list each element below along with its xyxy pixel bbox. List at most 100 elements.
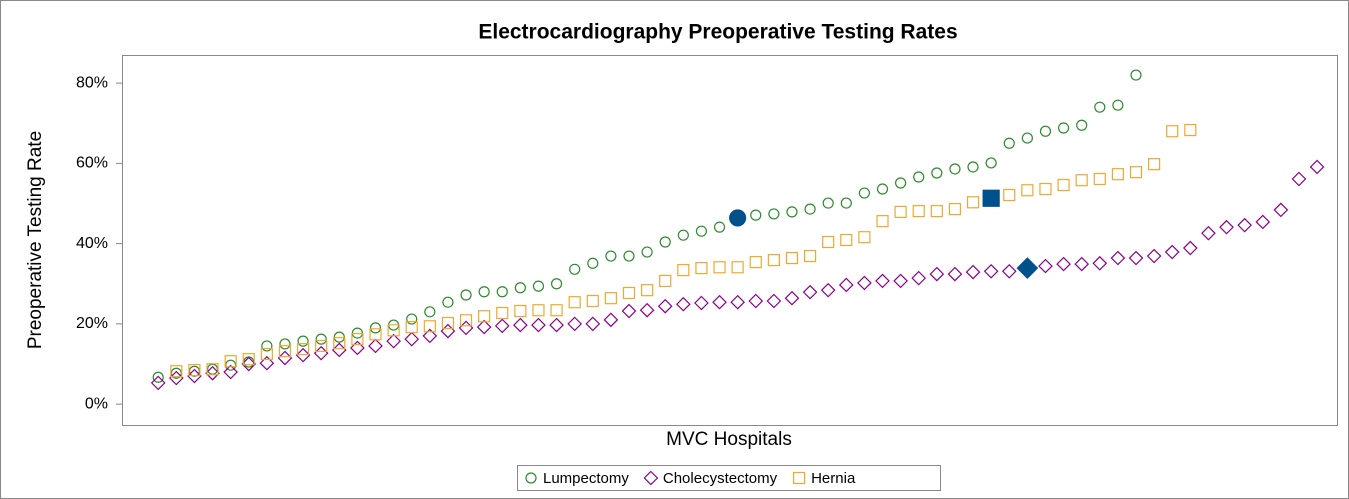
point	[297, 335, 309, 347]
point	[422, 328, 438, 344]
point	[912, 205, 925, 218]
point	[404, 331, 420, 347]
point	[549, 317, 564, 333]
point	[750, 209, 762, 221]
point	[966, 196, 980, 209]
point	[1021, 184, 1034, 197]
point	[930, 205, 943, 218]
point	[713, 221, 726, 233]
point	[513, 317, 528, 333]
point	[496, 306, 509, 320]
point	[911, 270, 927, 286]
point	[333, 337, 346, 350]
point	[1003, 137, 1015, 149]
point	[587, 257, 599, 269]
point	[623, 250, 635, 262]
point	[1309, 159, 1325, 175]
point	[838, 277, 854, 293]
point	[659, 236, 671, 248]
point	[641, 284, 654, 297]
point	[405, 320, 418, 334]
point	[948, 202, 962, 216]
legend-label: Cholecystectomy	[663, 470, 778, 487]
point	[550, 278, 563, 290]
point	[531, 317, 546, 333]
point	[639, 302, 655, 318]
point	[1237, 217, 1252, 233]
point	[1182, 240, 1198, 256]
point	[822, 235, 835, 249]
point	[261, 340, 273, 352]
point	[931, 167, 943, 179]
point	[386, 333, 401, 349]
point	[768, 208, 780, 220]
point	[150, 375, 166, 391]
legend-marker	[792, 471, 806, 485]
x-axis-label: MVC Hospitals	[666, 429, 792, 450]
point	[423, 320, 436, 333]
point	[1201, 225, 1216, 241]
point	[822, 197, 834, 209]
y-tick-label: 40%	[76, 235, 108, 252]
plot-area	[122, 55, 1338, 426]
point	[369, 328, 382, 341]
point	[259, 355, 275, 371]
point	[876, 215, 889, 228]
point	[605, 250, 617, 262]
highlight-point	[982, 189, 1000, 207]
point	[1164, 244, 1180, 260]
legend-label: Hernia	[811, 470, 856, 487]
point	[476, 319, 492, 335]
point	[840, 197, 852, 209]
point	[206, 363, 219, 376]
point	[767, 253, 780, 267]
y-tick-label: 0%	[85, 395, 108, 412]
legend-label: Lumpectomy	[543, 470, 629, 487]
point	[278, 345, 292, 358]
y-axis-label: Preoperative Testing Rate	[25, 131, 46, 349]
point	[586, 294, 599, 308]
point	[857, 275, 872, 291]
point	[748, 293, 764, 309]
point	[585, 316, 601, 332]
point	[1074, 256, 1090, 272]
point	[949, 163, 961, 175]
point	[406, 313, 418, 325]
point	[350, 340, 365, 356]
point	[784, 290, 800, 306]
y-tick-label: 20%	[76, 315, 108, 332]
point	[1001, 263, 1017, 279]
point	[188, 363, 201, 377]
point	[713, 261, 726, 274]
point	[550, 304, 563, 317]
point	[1056, 256, 1071, 272]
point	[985, 157, 997, 169]
point	[351, 333, 364, 346]
point	[677, 229, 689, 241]
point	[496, 286, 508, 298]
point	[224, 355, 237, 368]
point	[893, 273, 908, 289]
point	[677, 263, 690, 277]
point	[1021, 132, 1033, 144]
point	[260, 347, 273, 361]
point	[894, 205, 907, 219]
point	[1057, 122, 1070, 134]
point	[929, 266, 945, 282]
point	[1110, 250, 1126, 266]
point	[731, 261, 744, 274]
point	[205, 365, 220, 381]
point	[876, 183, 889, 195]
point	[657, 298, 673, 314]
point	[712, 294, 727, 310]
point	[858, 231, 871, 244]
point	[1146, 248, 1162, 264]
point	[315, 333, 327, 345]
point	[532, 280, 545, 292]
point	[840, 233, 853, 247]
point	[967, 161, 979, 173]
point	[875, 273, 890, 289]
point	[1057, 178, 1070, 192]
point	[604, 292, 617, 305]
